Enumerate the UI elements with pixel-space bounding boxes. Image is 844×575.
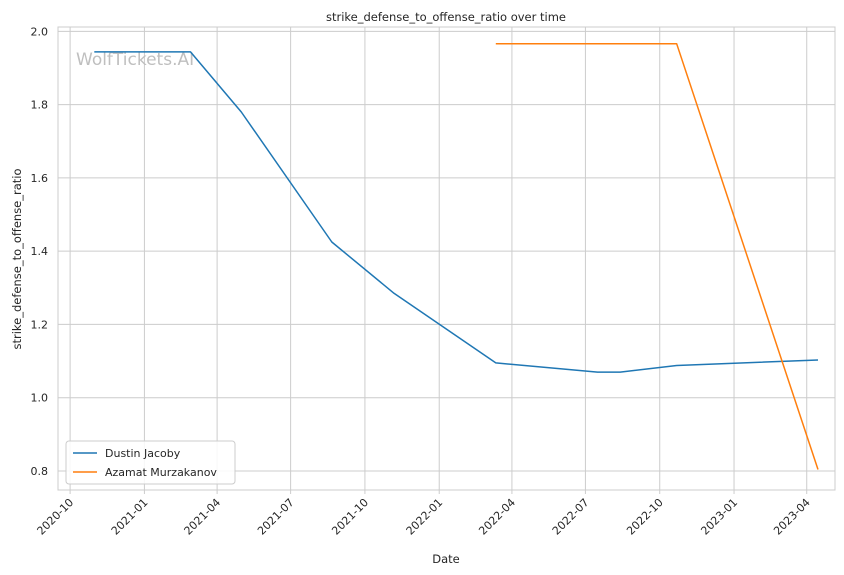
x-axis-label: Date — [432, 552, 460, 566]
y-gridlines — [58, 30, 835, 472]
series-line-dustin-jacoby — [94, 51, 819, 373]
y-tick-label: 1.4 — [31, 245, 49, 258]
plot-area — [58, 27, 835, 490]
legend: Dustin Jacoby Azamat Murzakanov — [65, 440, 236, 485]
y-tick-label: 0.8 — [31, 465, 49, 478]
legend-label-dustin-jacoby: Dustin Jacoby — [105, 447, 181, 460]
legend-label-azamat-murzakanov: Azamat Murzakanov — [105, 466, 217, 479]
y-tick-label: 1.0 — [31, 392, 49, 405]
watermark-text: WolfTickets.AI — [76, 50, 194, 70]
y-axis-label: strike_defense_to_offense_ratio — [10, 168, 24, 349]
y-tick-label: 2.0 — [31, 25, 49, 38]
y-axis-ticks: 0.8 1.0 1.2 1.4 1.6 1.8 2.0 — [31, 25, 49, 478]
y-tick-label: 1.8 — [31, 99, 49, 112]
series-lines — [94, 43, 819, 470]
plot-frame — [57, 26, 836, 491]
y-tick-label: 1.6 — [31, 172, 49, 185]
y-tick-label: 1.2 — [31, 318, 49, 331]
chart-title: strike_defense_to_offense_ratio over tim… — [326, 10, 566, 24]
legend-box — [65, 440, 236, 485]
series-line-azamat-murzakanov — [495, 43, 819, 470]
